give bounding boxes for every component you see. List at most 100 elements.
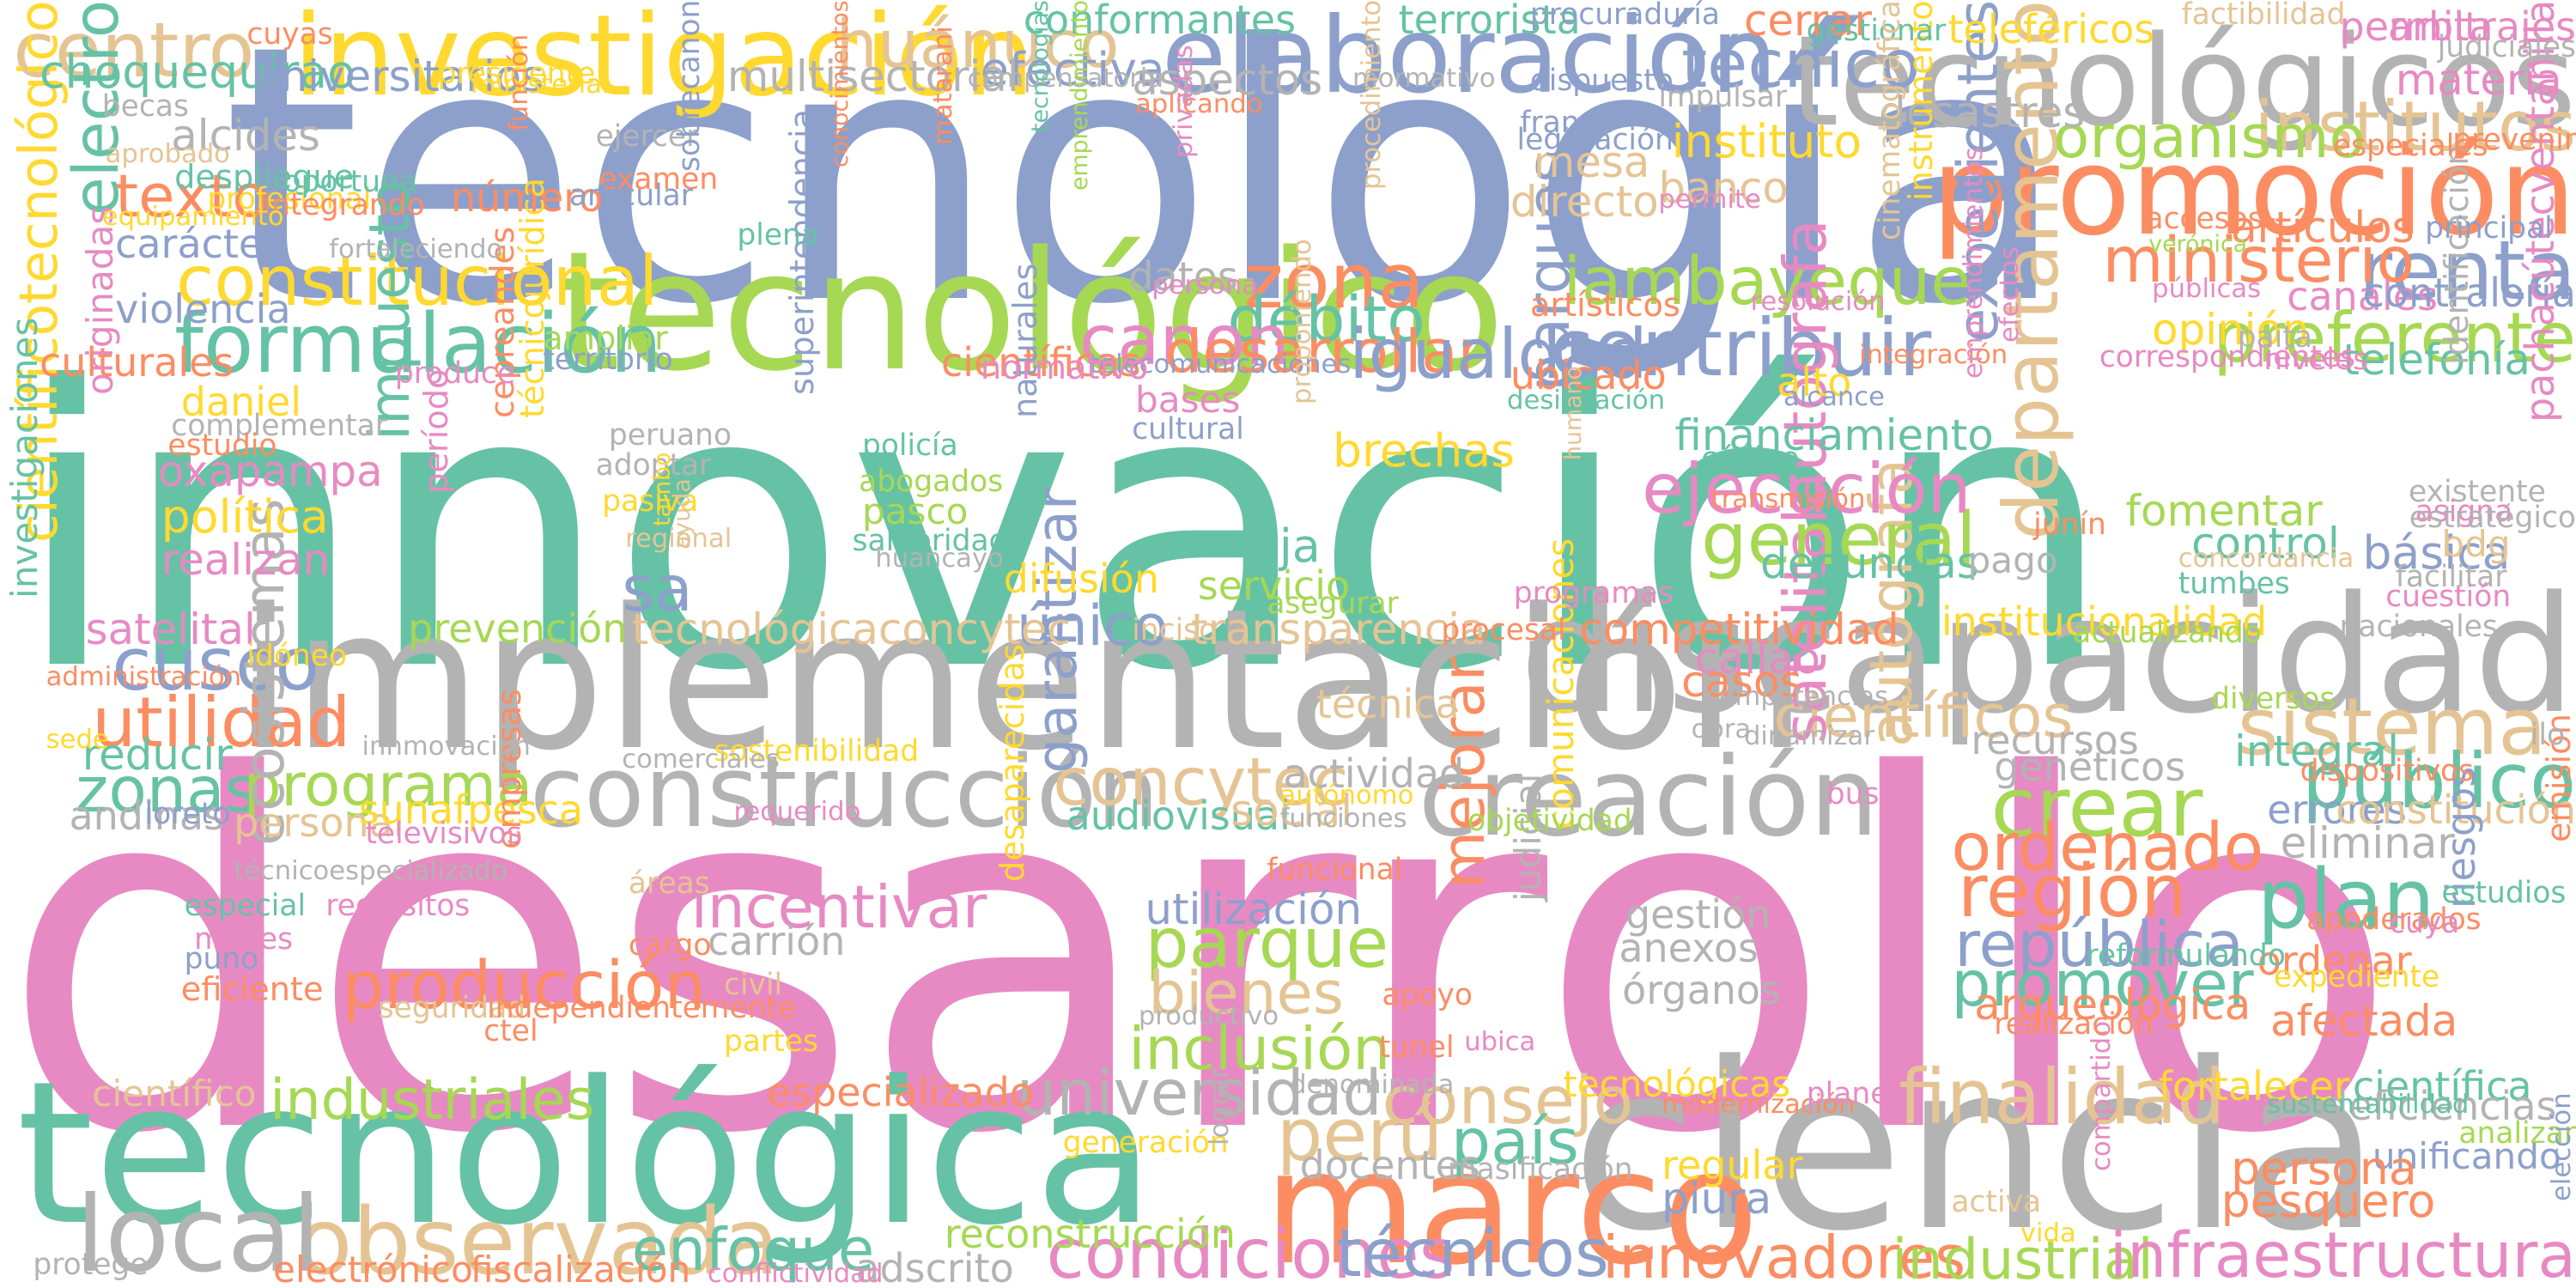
word-general: general	[1701, 497, 1977, 582]
word-independientemente: independientemente	[487, 991, 797, 1026]
word-adoptar: adoptar	[595, 447, 712, 483]
word-innovacion: innovación	[13, 305, 2115, 756]
word-reducir: reducir	[82, 729, 233, 780]
word-bienes: bienes	[1148, 958, 1344, 1028]
word-eficiente: eficiente	[180, 970, 324, 1010]
word-productivo: productivo	[1138, 1000, 1279, 1031]
word-tecnica: técnica	[1315, 681, 1460, 728]
word-instituto: instituto	[1671, 113, 1862, 168]
word-identificacion: identificación	[2438, 144, 2477, 366]
word-desarrollo: desarrollo	[0, 675, 2401, 1241]
word-tecnicos: técnicos	[1335, 1216, 1609, 1288]
word-culturales: culturales	[39, 338, 234, 386]
word-dispositivos: dispositivos	[2300, 754, 2475, 789]
word-sustentabilidad: sustentabilidad	[2267, 1090, 2470, 1121]
word-telefericos: teleféricos	[1947, 6, 2155, 53]
word-sostenibilidad: sostenibilidad	[714, 734, 920, 769]
word-programas: programas	[1513, 576, 1674, 611]
word-franca: franca	[1520, 106, 1614, 141]
word-ordenado: ordenado	[1951, 810, 2264, 887]
word-banco: banco	[1658, 163, 1789, 214]
word-actualizando: actualizando	[2073, 616, 2262, 651]
word-tecnologias: tecnologías	[1027, 0, 1054, 132]
word-niveles: niveles	[2263, 343, 2369, 378]
word-industriales: industriales	[270, 1068, 595, 1133]
word-finalidad: finalidad	[1899, 1052, 2226, 1141]
word-terrorista: terrorista	[1398, 0, 1581, 43]
word-servicio: servicio	[1197, 562, 1351, 610]
word-opinion: opinión	[2152, 305, 2310, 355]
word-ubica: ubica	[1464, 1027, 1536, 1058]
word-transmision: transmisión	[1710, 484, 1866, 515]
word-articular: articular	[568, 178, 693, 213]
word-emprendimientos: emprendimientos	[1958, 147, 1989, 379]
word-dinamizar: dinamizar	[1743, 721, 1874, 752]
word-conformantes: conformantes	[1023, 0, 1297, 43]
word-alcides: alcides	[171, 111, 321, 161]
word-eliminar: eliminar	[2280, 818, 2455, 868]
word-legislacion: legislación	[1516, 122, 1674, 157]
word-innmovacion: innmovación	[361, 731, 531, 762]
word-puno: puno	[184, 941, 259, 976]
word-civil: civil	[724, 968, 783, 1003]
word-sobrecanon: sobrecanon	[671, 0, 707, 173]
word-mesa: mesa	[1533, 137, 1650, 187]
word-financiamiento: financiamiento	[1674, 410, 1994, 460]
word-procesal: procesal	[1441, 612, 1566, 647]
word-denominada: denominada	[1290, 1070, 1455, 1101]
word-estrategico: estratégico	[2409, 501, 2576, 536]
word-debito: débito	[1227, 283, 1425, 357]
word-generacion: generación	[1062, 1126, 1229, 1161]
word-ordenar: ordenar	[2257, 937, 2412, 984]
word-cerrar: cerrar	[1743, 0, 1873, 46]
word-audiovisual: audiovisual	[1066, 793, 1291, 840]
word-sunafpesca: sunafpesca	[358, 786, 584, 833]
word-persona2: persona	[1151, 270, 1258, 301]
word-caracter: carácter	[115, 220, 280, 267]
word-ciencia: ciencia	[1571, 1014, 2382, 1283]
word-judiciales: judiciales	[2437, 30, 2576, 65]
word-implementacion: implementación	[238, 568, 1807, 794]
word-mormativo: mormativo	[1352, 63, 1496, 94]
word-expediente: expediente	[2273, 959, 2440, 994]
word-funciones: funciones	[1279, 803, 1407, 834]
word-brechas: brechas	[1332, 423, 1516, 478]
word-materia: materia	[2395, 54, 2562, 105]
word-abogados: abogados	[859, 465, 1004, 500]
word-zonas: zonas	[76, 754, 258, 828]
word-equipamiento: equipamiento	[101, 201, 284, 232]
word-investigaciones: investigaciones	[3, 318, 46, 599]
word-consejo: consejo	[1382, 1063, 1634, 1140]
word-region: región	[1958, 849, 2187, 934]
word-marco: marco	[1263, 1116, 1759, 1288]
word-social: social	[1230, 785, 1353, 835]
word-asegurar: asegurar	[1267, 586, 1399, 621]
word-adscrito: adscrito	[855, 1245, 1014, 1288]
word-errores: errores	[2267, 786, 2407, 833]
word-codigo: código	[1701, 441, 1800, 477]
word-aplicando: aplicando	[1135, 89, 1263, 120]
word-plan: plan	[2257, 851, 2435, 948]
word-tecnologicos: tecnológicos	[1789, 9, 2576, 155]
word-apoyo: apoyo	[1382, 977, 1473, 1012]
word-difusion: difusión	[1003, 556, 1159, 603]
word-realizan: realizan	[161, 535, 331, 586]
word-geneticos: genéticos	[1994, 743, 2186, 790]
word-lambayeque: lambayeque	[1563, 244, 1971, 321]
word-piura: piura	[1662, 1173, 1772, 1224]
word-choquequirao: choquequirao	[39, 45, 355, 100]
word-promocion: promoción	[1931, 121, 2576, 264]
word-zona: zona	[1243, 236, 1425, 325]
word-prevencion: prevención	[408, 605, 628, 652]
word-denuncias: denuncias	[1760, 538, 1979, 589]
word-pago: pago	[1967, 539, 2058, 582]
word-constitucional: constitucional	[176, 240, 659, 322]
word-carrion: carrión	[707, 917, 846, 964]
word-centro: centro	[13, 6, 255, 95]
word-innovadores: innovadores	[1602, 1224, 1966, 1288]
word-impulsar: impulsar	[1658, 79, 1788, 114]
word-organos: órganos	[1622, 967, 1781, 1014]
word-privadas: privadas	[1169, 45, 1200, 158]
word-normativo: normativo	[980, 349, 1149, 388]
word-naturales: naturales	[1006, 263, 1046, 418]
